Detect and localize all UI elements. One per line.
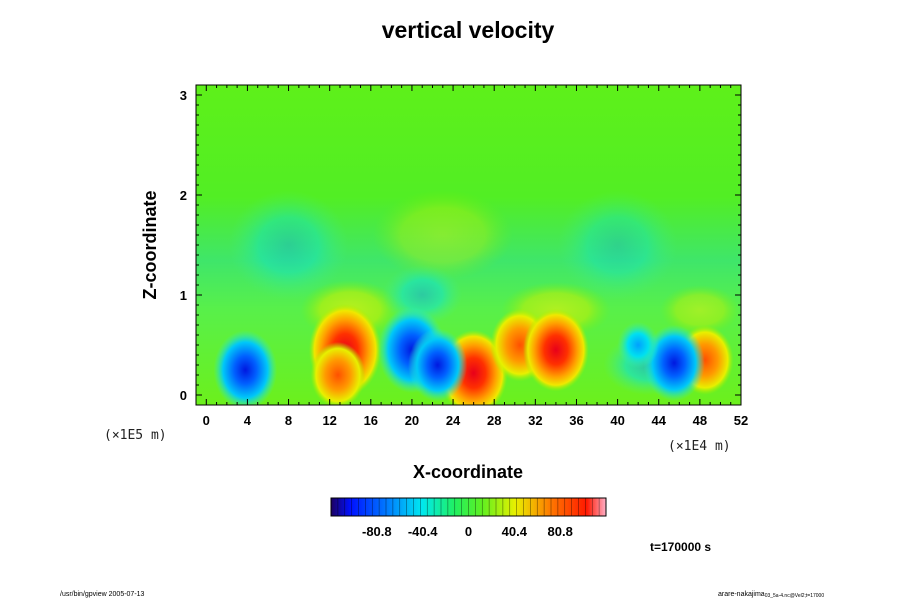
x-tick-label: 16 — [364, 413, 378, 428]
footer-right: arare-nakajima03_5a-4.nc@Vel2;t=17000 — [718, 591, 824, 599]
colorbar-tick-label: 80.8 — [548, 524, 573, 539]
y-scale-note: (×1E4 m) — [668, 439, 731, 454]
x-tick-label: 20 — [405, 413, 419, 428]
x-tick-label: 52 — [734, 413, 748, 428]
heatmap-features — [213, 190, 740, 405]
colorbar-tick-label: -80.8 — [362, 524, 392, 539]
x-tick-label: 36 — [569, 413, 583, 428]
x-tick-label: 28 — [487, 413, 501, 428]
updraft-cell — [310, 341, 366, 405]
colorbar-tick-label: 40.4 — [502, 524, 528, 539]
y-tick-label: 1 — [180, 288, 187, 303]
chart-title: vertical velocity — [382, 17, 555, 43]
downdraft-cell — [408, 328, 468, 402]
x-scale-note: (×1E5 m) — [104, 428, 167, 443]
x-tick-label: 48 — [693, 413, 707, 428]
x-tick-label: 32 — [528, 413, 542, 428]
colorbar-tick-label: 0 — [465, 524, 472, 539]
updraft-cell — [523, 308, 589, 392]
heatmap-texture — [557, 190, 678, 300]
colorbar-ticks: -80.8 -40.4 0 40.4 80.8 — [362, 524, 573, 539]
colorbar-segments — [337, 498, 600, 516]
x-tick-label: 8 — [285, 413, 292, 428]
colorbar-tick-label: -40.4 — [408, 524, 438, 539]
y-tick-label: 2 — [180, 188, 187, 203]
x-tick-label: 24 — [446, 413, 461, 428]
x-tick-label: 12 — [322, 413, 336, 428]
time-label: t=170000 s — [650, 540, 711, 554]
x-tick-label: 40 — [610, 413, 624, 428]
downdraft-cell — [213, 330, 278, 405]
x-axis-label: X-coordinate — [413, 462, 523, 482]
heatmap-field — [196, 85, 741, 405]
x-tick-label: 0 — [203, 413, 210, 428]
x-tick-label: 4 — [244, 413, 252, 428]
heatmap-texture — [228, 190, 349, 300]
heatmap-texture — [659, 285, 740, 335]
y-axis-label: Z-coordinate — [140, 190, 160, 299]
footer-right-sub: 03_5a-4.nc@Vel2;t=17000 — [765, 593, 825, 599]
y-tick-label: 0 — [180, 388, 187, 403]
footer-right-main: arare-nakajima — [718, 591, 765, 598]
heatmap-texture — [372, 190, 513, 280]
footer-left: /usr/bin/gpview 2005-07-13 — [60, 591, 145, 598]
downdraft-cell — [617, 321, 659, 369]
x-tick-label: 44 — [652, 413, 667, 428]
y-tick-label: 3 — [180, 88, 187, 103]
